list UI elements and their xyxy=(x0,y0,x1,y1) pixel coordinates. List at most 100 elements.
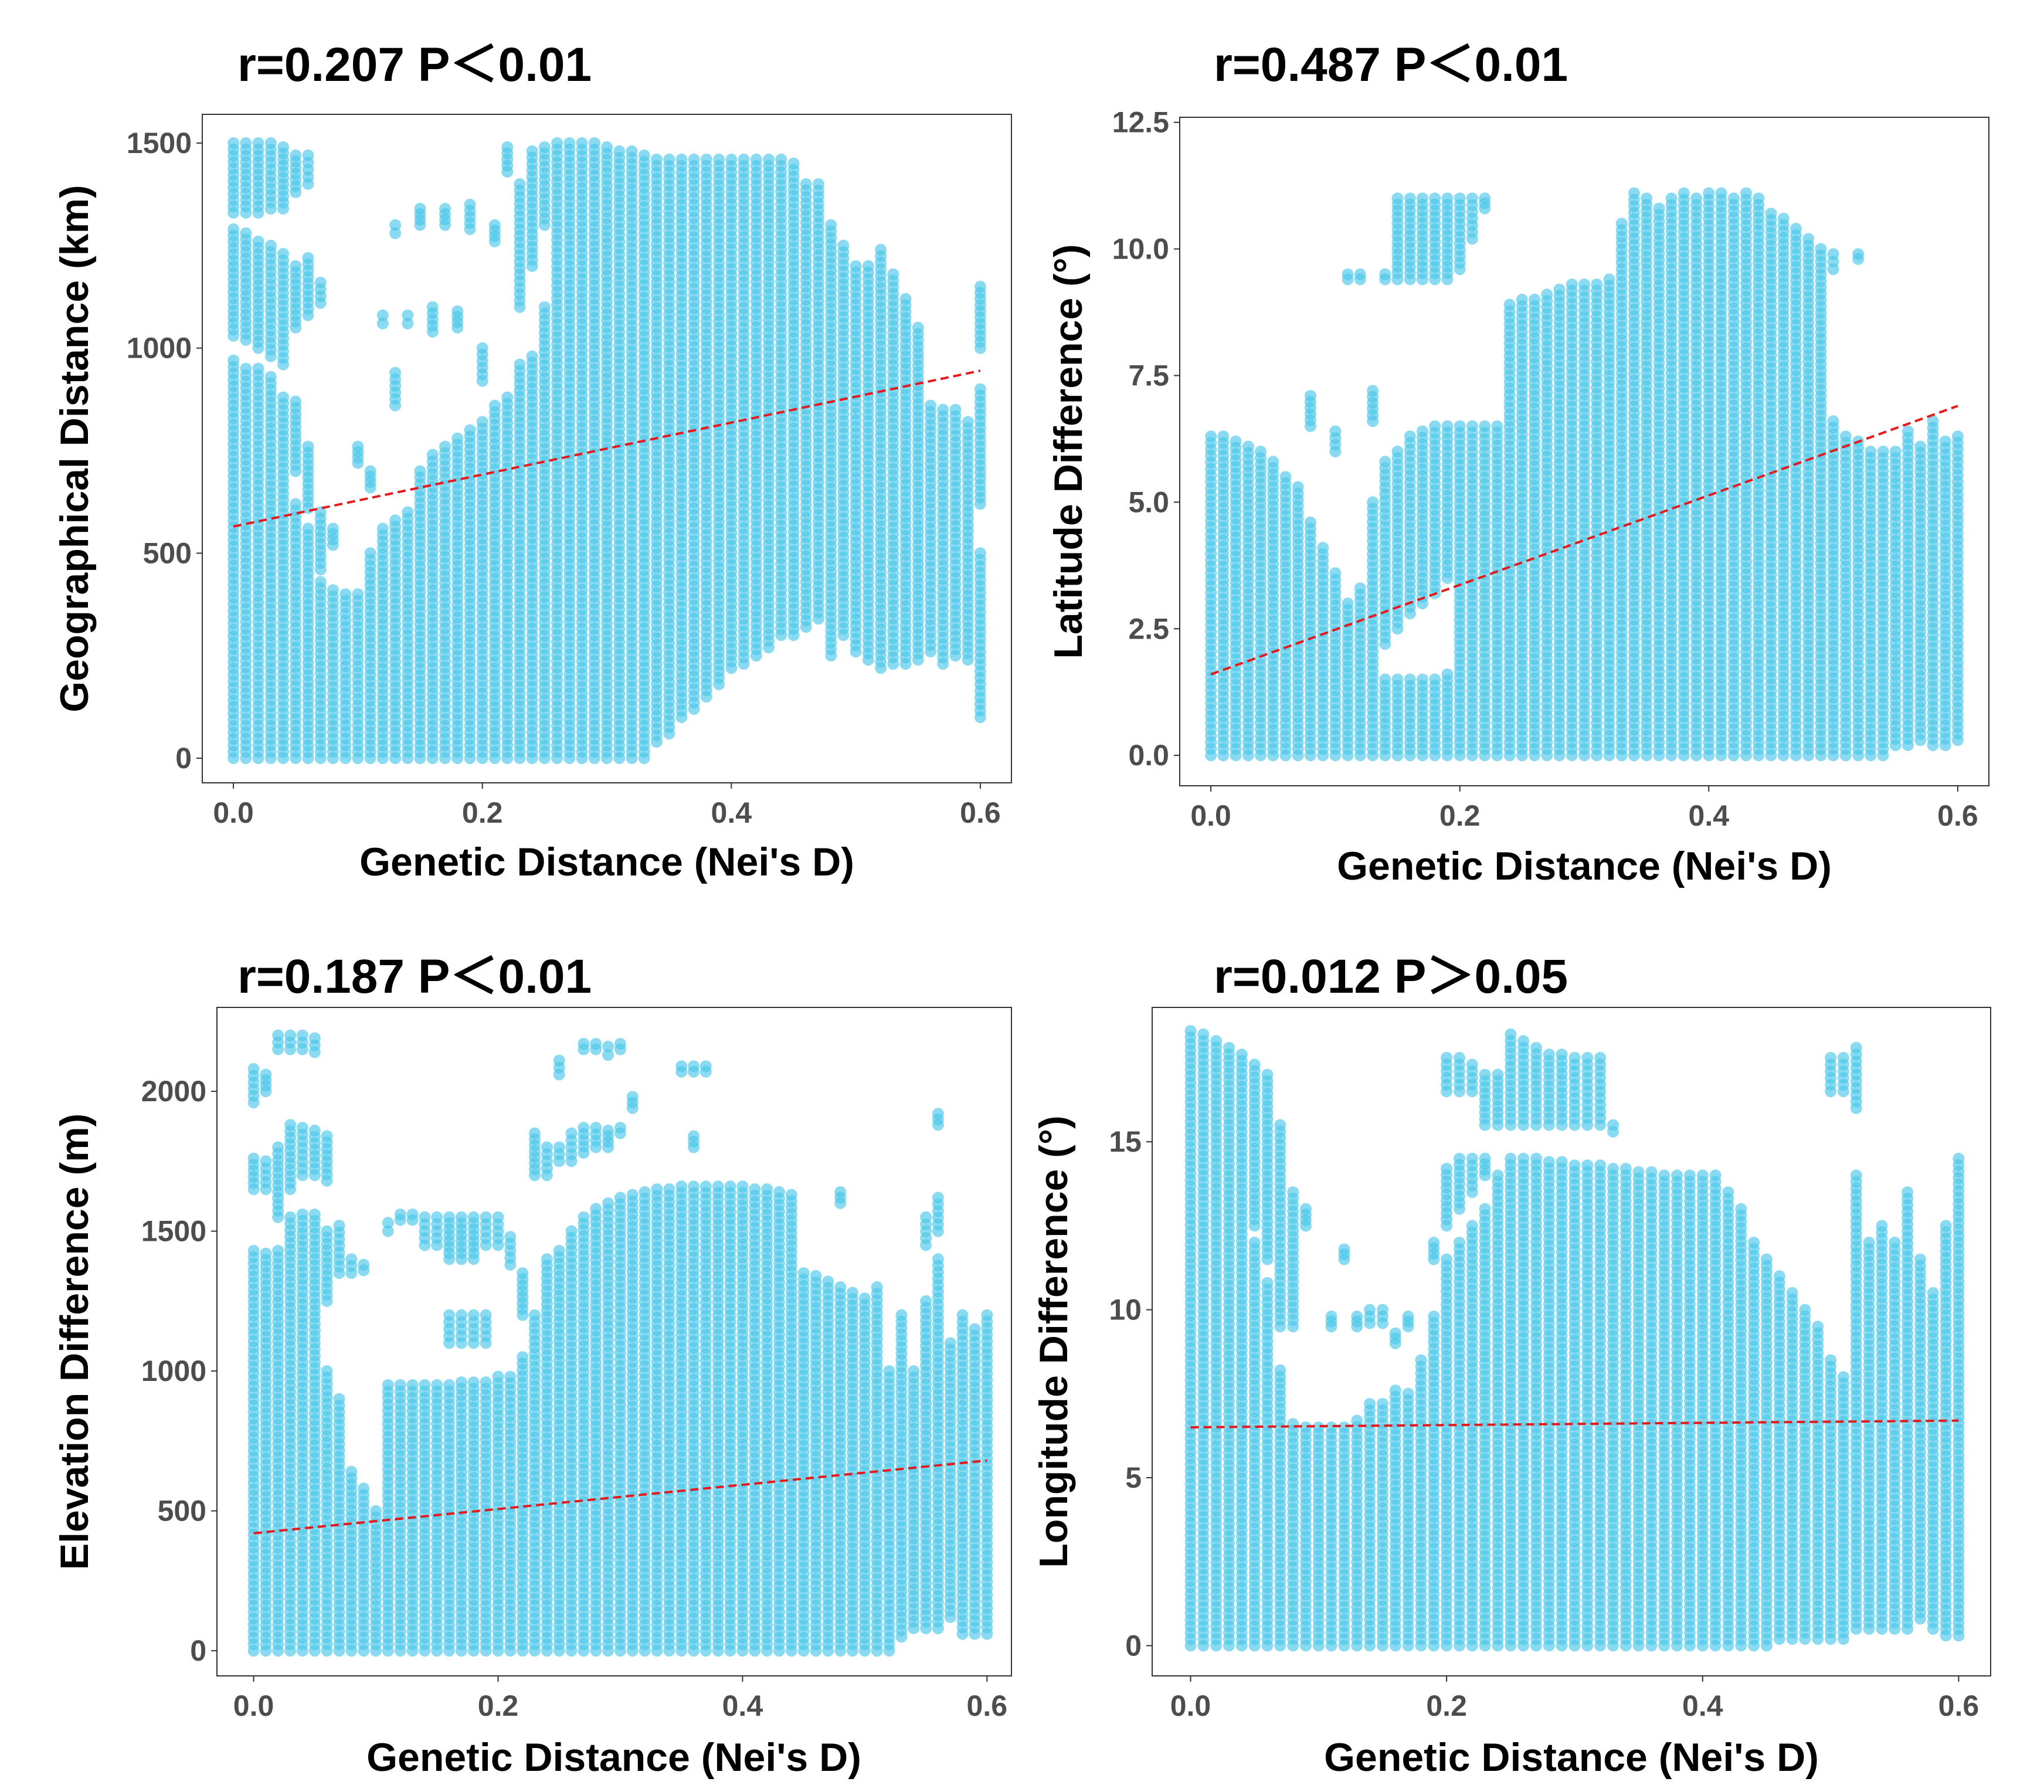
data-point xyxy=(277,141,289,153)
data-point xyxy=(1292,481,1304,493)
data-point xyxy=(700,153,712,165)
data-point xyxy=(240,137,252,149)
data-point xyxy=(1205,430,1217,443)
data-point xyxy=(402,309,414,321)
data-point xyxy=(899,293,912,305)
data-point xyxy=(800,178,812,190)
data-point xyxy=(613,145,626,157)
data-point xyxy=(252,362,264,375)
data-point xyxy=(339,588,352,600)
data-point xyxy=(1342,268,1354,280)
data-point xyxy=(514,358,526,371)
data-point xyxy=(1379,268,1391,280)
data-point xyxy=(688,153,700,165)
data-point xyxy=(327,522,339,535)
data-point xyxy=(327,584,339,596)
data-point xyxy=(302,440,314,453)
data-point xyxy=(601,141,613,153)
data-point xyxy=(1367,385,1379,397)
data-point xyxy=(1379,673,1391,685)
data-point xyxy=(414,202,426,215)
data-points xyxy=(228,137,986,764)
x-axis-title: Genetic Distance (Nei's D) xyxy=(359,840,854,884)
data-point xyxy=(1367,496,1379,508)
data-point xyxy=(314,576,327,588)
data-point xyxy=(352,440,364,453)
data-point xyxy=(389,366,402,379)
data-point xyxy=(1391,673,1404,685)
data-point xyxy=(787,157,800,169)
y-tick-label: 1500 xyxy=(127,127,192,159)
data-point xyxy=(1354,268,1366,280)
data-point xyxy=(1404,430,1416,443)
data-point xyxy=(402,506,414,518)
data-point xyxy=(713,153,725,165)
data-point xyxy=(228,223,240,235)
data-point xyxy=(1404,192,1416,205)
data-point xyxy=(414,465,426,477)
data-point xyxy=(1417,673,1428,685)
data-point xyxy=(551,137,563,149)
data-point xyxy=(389,227,402,239)
data-point xyxy=(476,342,488,354)
data-point xyxy=(376,309,389,321)
x-tick-label: 0.4 xyxy=(711,796,752,829)
data-point xyxy=(352,588,364,600)
data-point xyxy=(451,305,464,317)
data-point xyxy=(277,391,289,403)
data-point xyxy=(501,391,514,403)
data-point xyxy=(514,178,526,190)
y-tick-label: 1000 xyxy=(127,332,192,365)
data-point xyxy=(576,137,588,149)
data-point xyxy=(1242,440,1254,453)
data-point xyxy=(314,276,327,289)
data-point xyxy=(264,371,277,383)
data-point xyxy=(1391,192,1404,205)
data-point xyxy=(1329,567,1342,579)
data-point xyxy=(252,235,264,247)
data-point xyxy=(974,547,986,559)
data-point xyxy=(1404,673,1416,685)
data-point xyxy=(750,153,762,165)
data-point xyxy=(638,149,650,161)
data-point xyxy=(314,506,327,518)
data-point xyxy=(451,432,464,444)
data-point xyxy=(738,153,750,165)
data-point xyxy=(376,317,389,330)
data-point xyxy=(1217,430,1230,443)
panel-title: r=0.487 P＜0.01 xyxy=(1214,38,1568,91)
data-point xyxy=(240,227,252,239)
data-point xyxy=(426,301,439,313)
x-tick-label: 0.6 xyxy=(960,796,1001,829)
data-point xyxy=(626,145,638,157)
data-point xyxy=(763,153,775,165)
data-point xyxy=(538,141,551,153)
plot-area xyxy=(202,114,1012,783)
data-point xyxy=(389,514,402,527)
data-point xyxy=(862,260,874,272)
data-point xyxy=(402,317,414,330)
data-point xyxy=(850,260,862,272)
data-point xyxy=(1329,425,1342,437)
data-point xyxy=(1267,456,1279,468)
data-point xyxy=(228,354,240,366)
data-point xyxy=(912,321,924,334)
data-point xyxy=(364,465,376,477)
data-point xyxy=(290,260,302,272)
data-point xyxy=(812,178,824,190)
data-point xyxy=(426,449,439,461)
data-point xyxy=(290,498,302,510)
data-point xyxy=(228,137,240,149)
data-point xyxy=(389,219,402,231)
data-point xyxy=(464,424,476,436)
data-point xyxy=(949,403,962,416)
data-point xyxy=(962,416,974,428)
data-point xyxy=(1255,446,1267,457)
data-point xyxy=(302,149,314,161)
plot-area xyxy=(1179,117,1989,786)
data-point xyxy=(439,440,451,453)
data-point xyxy=(264,239,277,252)
